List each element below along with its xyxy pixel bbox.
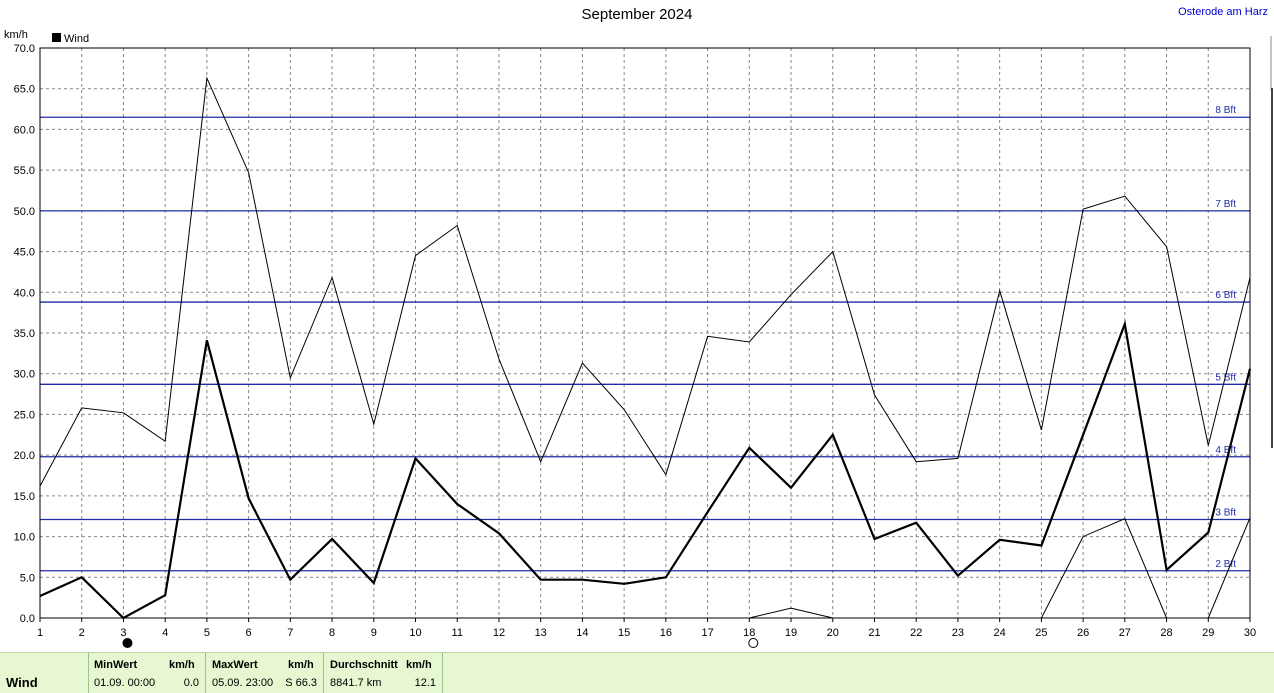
x-tick-label: 30 xyxy=(1244,627,1256,639)
beaufort-lines: 2 Bft 3 Bft 4 Bft 5 Bft 6 Bft 7 Bft 8 Bft xyxy=(40,105,1250,572)
series-line-min xyxy=(1040,518,1168,619)
chart-title: September 2024 xyxy=(581,6,693,23)
beaufort-label: 2 Bft xyxy=(1215,559,1236,570)
beaufort-label: 8 Bft xyxy=(1215,105,1236,116)
x-tick-label: 4 xyxy=(162,627,168,639)
beaufort-label: 6 Bft xyxy=(1215,290,1236,301)
legend-swatch xyxy=(52,33,61,42)
statistics-footer: Wind MinWert km/h 01.09. 00:00 0.0 MaxWe… xyxy=(0,652,1274,693)
max-header: MaxWert xyxy=(212,659,258,671)
wind-chart: 2 Bft 3 Bft 4 Bft 5 Bft 6 Bft 7 Bft 8 Bft 0.0 5… xyxy=(4,29,1273,648)
y-tick-label: 30.0 xyxy=(14,369,35,381)
x-tick-label: 15 xyxy=(618,627,630,639)
x-tick-label: 21 xyxy=(868,627,880,639)
y-tick-label: 70.0 xyxy=(14,43,35,55)
x-tick-label: 3 xyxy=(120,627,126,639)
y-tick-label: 25.0 xyxy=(14,409,35,421)
max-unit: km/h xyxy=(288,659,314,671)
beaufort-label: 3 Bft xyxy=(1215,507,1236,518)
series-line-max xyxy=(39,76,1251,487)
x-tick-label: 14 xyxy=(576,627,588,639)
y-tick-label: 45.0 xyxy=(14,247,35,259)
y-tick-label: 10.0 xyxy=(14,532,35,544)
x-tick-label: 16 xyxy=(660,627,672,639)
y-tick-label: 40.0 xyxy=(14,287,35,299)
plot-border xyxy=(39,47,1251,619)
y-tick-label: 35.0 xyxy=(14,328,35,340)
x-tick-label: 9 xyxy=(371,627,377,639)
beaufort-label: 7 Bft xyxy=(1215,199,1236,210)
y-tick-label: 15.0 xyxy=(14,491,35,503)
y-tick-label: 55.0 xyxy=(14,165,35,177)
y-axis-label: km/h xyxy=(4,29,28,41)
y-tick-label: 65.0 xyxy=(14,84,35,96)
avg-header: Durchschnitt xyxy=(330,659,398,671)
footer-row-label: Wind xyxy=(6,675,38,690)
x-tick-label: 18 xyxy=(743,627,755,639)
x-tick-label: 13 xyxy=(535,627,547,639)
x-tick-label: 20 xyxy=(827,627,839,639)
location-link[interactable]: Osterode am Harz xyxy=(1178,6,1268,18)
x-tick-label: 7 xyxy=(287,627,293,639)
max-value-panel: MaxWert km/h 05.09. 23:00 S 66.3 xyxy=(205,653,323,693)
series-line-min xyxy=(1207,517,1251,619)
x-tick-label: 23 xyxy=(952,627,964,639)
x-tick-label: 5 xyxy=(204,627,210,639)
avg-distance: 8841.7 km xyxy=(330,677,382,689)
y-tick-label: 0.0 xyxy=(20,613,35,625)
grid xyxy=(40,47,1250,618)
min-unit: km/h xyxy=(169,659,195,671)
x-tick-label: 22 xyxy=(910,627,922,639)
x-tick-label: 17 xyxy=(701,627,713,639)
x-tick-label: 25 xyxy=(1035,627,1047,639)
series-line-min xyxy=(749,607,833,619)
beaufort-label: 5 Bft xyxy=(1215,372,1236,383)
new-moon-icon xyxy=(122,638,133,648)
x-tick-label: 24 xyxy=(994,627,1006,639)
x-tick-label: 26 xyxy=(1077,627,1089,639)
y-tick-label: 20.0 xyxy=(14,450,35,462)
max-value: S 66.3 xyxy=(285,677,317,689)
min-value: 0.0 xyxy=(183,677,199,689)
min-header: MinWert xyxy=(94,659,138,671)
x-tick-label: 2 xyxy=(79,627,85,639)
series-line-mean xyxy=(39,319,1252,620)
x-tick-label: 29 xyxy=(1202,627,1214,639)
x-tick-label: 1 xyxy=(37,627,43,639)
x-tick-label: 19 xyxy=(785,627,797,639)
min-date: 01.09. 00:00 xyxy=(94,677,156,689)
y-tick-label: 50.0 xyxy=(14,206,35,218)
x-tick-label: 10 xyxy=(409,627,421,639)
x-tick-label: 28 xyxy=(1160,627,1172,639)
avg-unit: km/h xyxy=(406,659,432,671)
min-value-panel: MinWert km/h 01.09. 00:00 0.0 xyxy=(88,653,205,693)
series-layer xyxy=(39,76,1252,620)
x-tick-label: 27 xyxy=(1119,627,1131,639)
moon-markers xyxy=(122,638,759,648)
y-tick-label: 5.0 xyxy=(20,572,35,584)
beaufort-label: 4 Bft xyxy=(1215,445,1236,456)
axes: 0.0 5.0 10.0 15.0 20.0 25.0 30.0 35.0 40.0 45.0 50… xyxy=(4,29,1273,639)
max-date: 05.09. 23:00 xyxy=(212,677,274,689)
x-tick-label: 8 xyxy=(329,627,335,639)
average-panel: Durchschnitt km/h 8841.7 km 12.1 xyxy=(323,653,443,693)
avg-value: 12.1 xyxy=(414,677,436,689)
x-tick-label: 12 xyxy=(493,627,505,639)
full-moon-icon xyxy=(748,638,759,648)
x-tick-label: 6 xyxy=(246,627,252,639)
x-tick-label: 11 xyxy=(452,627,463,639)
legend-label: Wind xyxy=(64,33,89,45)
y-tick-label: 60.0 xyxy=(14,124,35,136)
